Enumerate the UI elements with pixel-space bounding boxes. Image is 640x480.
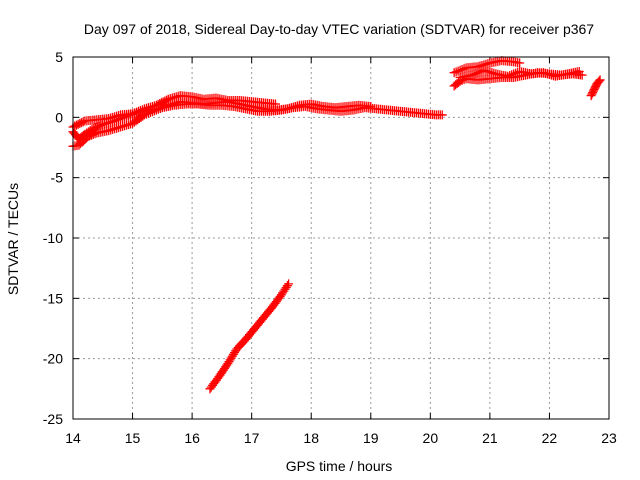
data-point: [475, 67, 485, 77]
data-points: [68, 56, 605, 394]
data-point: [594, 76, 604, 86]
data-point: [511, 68, 521, 78]
x-tick-label: 14: [65, 430, 81, 446]
y-tick-label: 0: [55, 109, 63, 125]
chart-title: Day 097 of 2018, Sidereal Day-to-day VTE…: [84, 21, 594, 37]
y-tick-label: -5: [51, 170, 64, 186]
data-point: [282, 281, 292, 291]
data-point: [471, 68, 481, 78]
series-trace-g: [455, 65, 584, 83]
data-point: [134, 106, 144, 116]
y-axis-label: SDTVAR / TECUs: [5, 183, 21, 295]
y-tick-label: -25: [43, 411, 63, 427]
data-point: [467, 70, 477, 80]
x-tick-label: 15: [125, 430, 141, 446]
data-point: [459, 64, 469, 74]
data-point: [595, 75, 605, 85]
x-tick-label: 17: [244, 430, 260, 446]
data-point: [128, 109, 138, 119]
data-point: [457, 64, 467, 74]
plot-frame: [72, 56, 610, 420]
data-point: [90, 129, 100, 139]
data-point: [437, 110, 447, 120]
data-point: [507, 70, 517, 80]
series-trace-h: [586, 75, 605, 101]
series-trace-b: [68, 97, 376, 151]
x-tick-label: 23: [601, 430, 617, 446]
data-point: [509, 69, 519, 79]
data-point: [473, 68, 483, 78]
data-point: [162, 95, 172, 105]
y-tick-label: -20: [43, 351, 63, 367]
y-tick-label: -10: [43, 230, 63, 246]
x-tick-label: 20: [423, 430, 439, 446]
data-point: [503, 71, 513, 81]
data-point: [132, 107, 142, 117]
x-tick-label: 22: [542, 430, 558, 446]
x-tick-label: 18: [303, 430, 319, 446]
data-point: [130, 108, 140, 118]
x-tick-label: 16: [184, 430, 200, 446]
data-point: [135, 105, 145, 115]
data-point: [78, 117, 88, 127]
x-axis-label: GPS time / hours: [286, 458, 393, 474]
series-trace-d: [205, 279, 294, 394]
y-tick-label: -15: [43, 290, 63, 306]
x-tick-label: 19: [363, 430, 379, 446]
data-point: [505, 71, 515, 81]
data-point: [366, 101, 376, 111]
data-point: [469, 69, 479, 79]
data-point: [270, 99, 280, 109]
y-tick-label: 5: [55, 49, 63, 65]
series-trace-c: [68, 91, 280, 132]
data-point: [284, 279, 294, 289]
data-point: [449, 68, 459, 78]
data-point: [515, 58, 525, 68]
grid: [73, 57, 609, 419]
data-point: [574, 66, 584, 76]
data-point: [453, 66, 463, 76]
x-tick-label: 21: [482, 430, 498, 446]
data-point: [451, 67, 461, 77]
data-point: [137, 105, 147, 115]
axis-ticks: 14 15 16 17 18 19 20 21 22 23 5 0 -5 -10 -15 -20 -25: [43, 49, 617, 446]
